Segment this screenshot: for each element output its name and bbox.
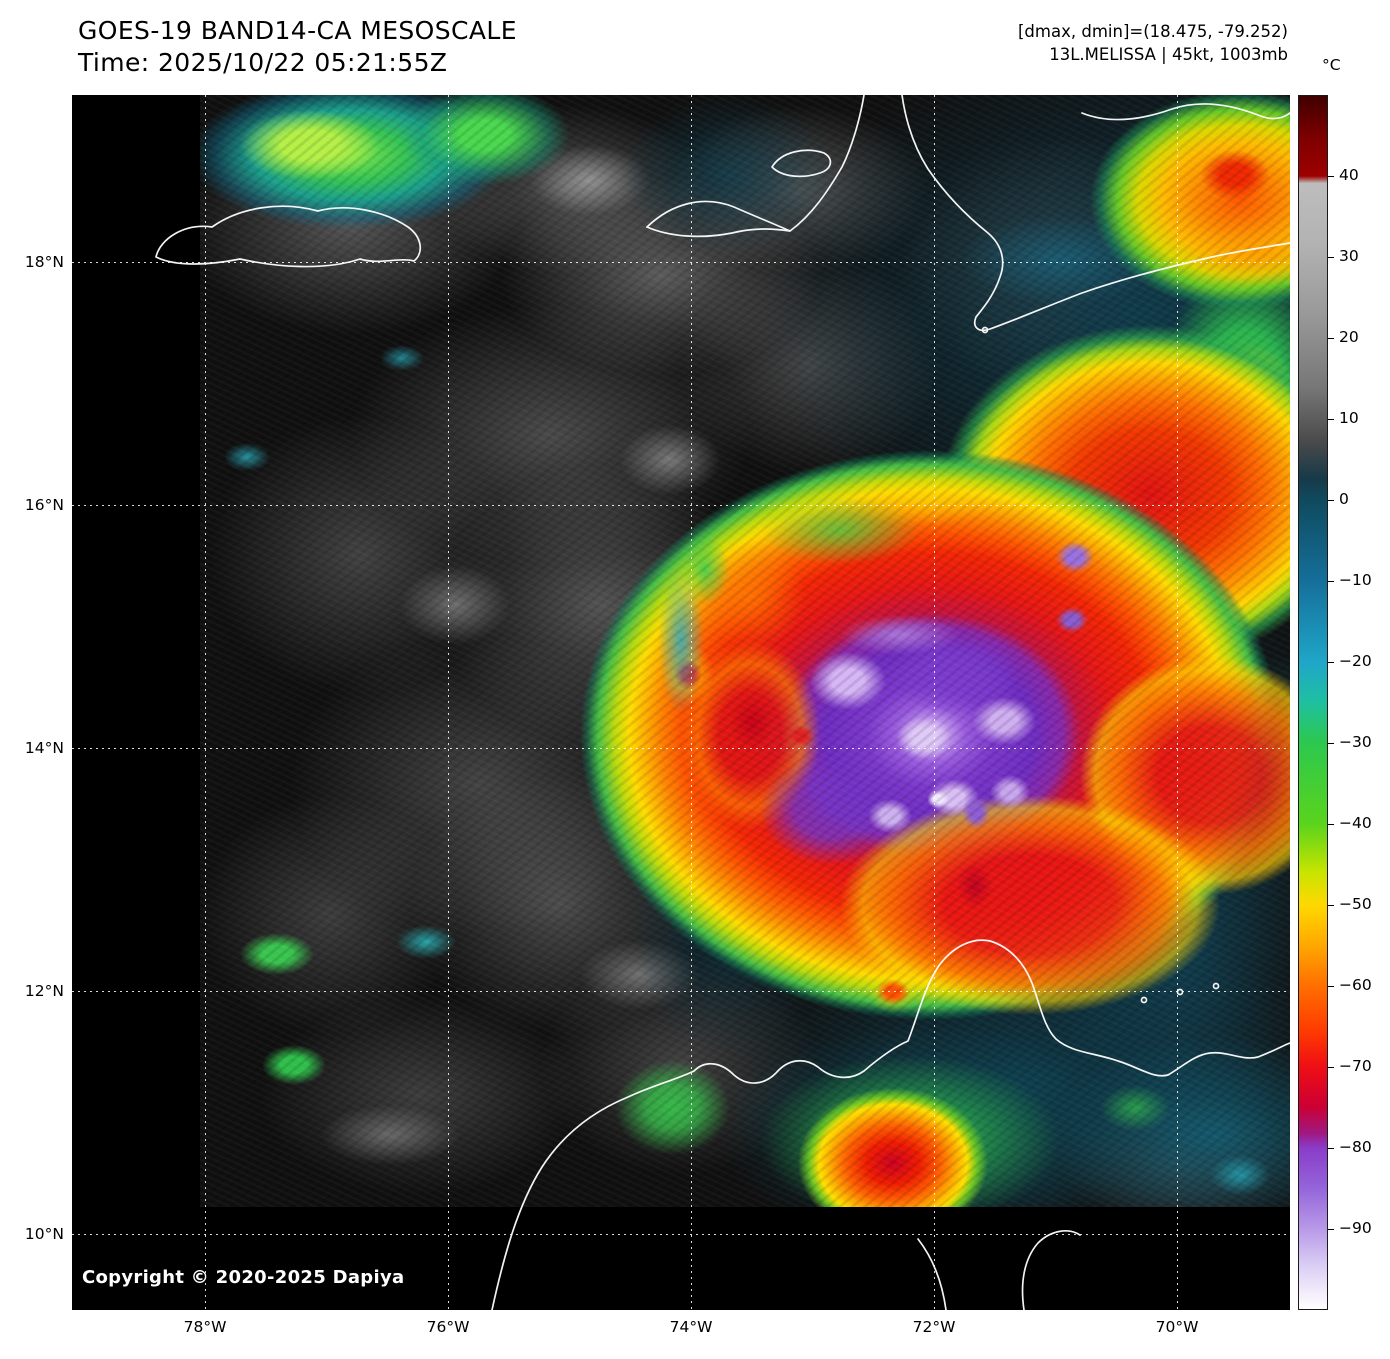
lat-label-10n: 10°N <box>24 1225 64 1243</box>
timestamp-label: Time: 2025/10/22 05:21:55Z <box>78 48 448 77</box>
coastline-jamaica <box>155 205 422 268</box>
island-bonaire <box>1212 982 1220 990</box>
colorbar-tick <box>1328 1067 1334 1068</box>
colorbar-tick-label: −50 <box>1339 895 1372 913</box>
colorbar-tick-label: 20 <box>1339 328 1359 346</box>
colorbar-tick-label: 30 <box>1339 247 1359 265</box>
coastlines-overlay <box>155 95 1290 1310</box>
coastline-maracaibo-west <box>917 1238 947 1310</box>
storm-info-label: 13L.MELISSA | 45kt, 1003mb <box>1049 45 1288 64</box>
coastline-hispaniola-southwest <box>646 95 865 232</box>
copyright-label: Copyright © 2020-2025 Dapiya <box>82 1267 405 1288</box>
colorbar-tick <box>1328 662 1334 663</box>
gridline-lat-10n <box>72 1234 1290 1235</box>
colorbar-tick <box>1328 743 1334 744</box>
coastline-maracaibo-east <box>1021 1230 1081 1310</box>
satellite-map: Copyright © 2020-2025 Dapiya <box>72 95 1290 1310</box>
colorbar-tick <box>1328 581 1334 582</box>
lat-label-12n: 12°N <box>24 982 64 1000</box>
coastline-hispaniola-southeast <box>901 95 1290 332</box>
lon-label-74w: 74°W <box>669 1318 713 1336</box>
colorbar-tick <box>1328 824 1334 825</box>
info-annotation: [dmax, dmin]=(18.475, -79.252) 13L.MELIS… <box>1018 20 1288 66</box>
gridline-lon-74w <box>691 95 692 1310</box>
colorbar-tick <box>1328 257 1334 258</box>
lon-label-76w: 76°W <box>426 1318 470 1336</box>
page-title: GOES-19 BAND14-CA MESOSCALE <box>78 16 517 45</box>
satellite-data-region <box>200 95 1290 1207</box>
colorbar-tick <box>1328 1229 1334 1230</box>
colorbar-tick-label: −30 <box>1339 733 1372 751</box>
colorbar-tick-label: −10 <box>1339 571 1372 589</box>
gridline-lon-72w <box>934 95 935 1310</box>
coastline-hispaniola-tiburon-south <box>646 226 791 238</box>
island-gonave <box>771 149 832 178</box>
gridline-lat-18n <box>72 262 1290 263</box>
colorbar-tick-label: −60 <box>1339 976 1372 994</box>
gridline-lon-76w <box>448 95 449 1310</box>
colorbar-tick <box>1328 338 1334 339</box>
colorbar: 40 30 20 10 0 −10 −20 −30 −40 −50 −60 −7… <box>1298 95 1372 1310</box>
colorbar-tick <box>1328 905 1334 906</box>
island-beata <box>981 326 989 334</box>
lon-label-72w: 72°W <box>912 1318 956 1336</box>
colorbar-tick-label: −40 <box>1339 814 1372 832</box>
gridline-lon-78w <box>205 95 206 1310</box>
coastline-hispaniola-north <box>1081 103 1290 121</box>
island-curacao <box>1176 988 1184 996</box>
gridline-lat-12n <box>72 991 1290 992</box>
colorbar-tick <box>1328 1148 1334 1149</box>
colorbar-tick-label: −80 <box>1339 1138 1372 1156</box>
gridline-lon-70w <box>1177 95 1178 1310</box>
lon-label-78w: 78°W <box>183 1318 227 1336</box>
dmax-dmin-label: [dmax, dmin]=(18.475, -79.252) <box>1018 22 1288 41</box>
colorbar-tick-label: −70 <box>1339 1057 1372 1075</box>
colorbar-tick-label: 40 <box>1339 166 1359 184</box>
colorbar-gradient <box>1298 95 1328 1310</box>
colorbar-tick-label: −90 <box>1339 1219 1372 1237</box>
gridline-lat-14n <box>72 748 1290 749</box>
gridline-lat-16n <box>72 505 1290 506</box>
colorbar-tick <box>1328 176 1334 177</box>
colorbar-tick-label: 10 <box>1339 409 1359 427</box>
colorbar-tick-label: 0 <box>1339 490 1349 508</box>
lat-label-18n: 18°N <box>24 253 64 271</box>
coastline-south-america <box>491 939 1290 1310</box>
island-aruba <box>1140 996 1148 1004</box>
lat-label-14n: 14°N <box>24 739 64 757</box>
colorbar-tick <box>1328 500 1334 501</box>
colorbar-tick-label: −20 <box>1339 652 1372 670</box>
colorbar-tick <box>1328 419 1334 420</box>
lon-label-70w: 70°W <box>1155 1318 1199 1336</box>
colorbar-tick <box>1328 986 1334 987</box>
colorbar-unit-label: °C <box>1322 56 1341 74</box>
lat-label-16n: 16°N <box>24 496 64 514</box>
